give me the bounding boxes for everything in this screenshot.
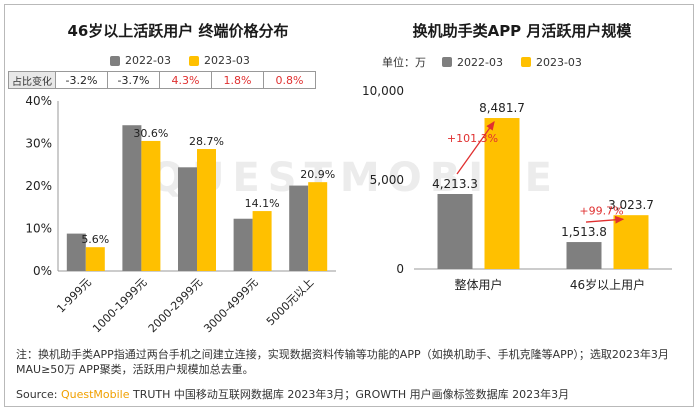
x-tick-label: 5000元以上 — [264, 276, 316, 328]
bar-2022-03 — [178, 167, 197, 271]
data-label: 14.1% — [245, 197, 280, 210]
legend-item-2023: 2023-03 — [520, 55, 582, 69]
bar-2022-03 — [122, 125, 142, 271]
data-label: 20.9% — [300, 168, 335, 181]
legend-swatch-2023 — [188, 55, 199, 66]
x-tick-label: 整体用户 — [454, 277, 502, 292]
share-change-cell: 0.8% — [263, 71, 316, 89]
y-tick-label: 10,000 — [362, 84, 404, 98]
legend-swatch-2022 — [110, 55, 120, 66]
y-tick-label: 0 — [396, 262, 404, 276]
share-change-cell: 1.8% — [211, 71, 264, 89]
bar-2022-03 — [233, 218, 253, 271]
data-label: 4,213.3 — [432, 177, 478, 191]
legend-label: 2023-03 — [203, 54, 250, 67]
bar-2023-03 — [85, 247, 105, 271]
legend-item-2022: 2022-03 — [442, 56, 503, 69]
growth-arrow — [456, 120, 495, 175]
data-label: 28.7% — [189, 135, 224, 148]
x-tick-label: 1-999元 — [54, 276, 94, 316]
bar-2022-03 — [66, 233, 86, 271]
x-tick-label: 2000-2999元 — [146, 276, 205, 335]
bar-2023-03 — [308, 182, 328, 271]
data-label: 3,023.7 — [608, 198, 654, 212]
y-tick-label: 0% — [33, 264, 52, 278]
bar-2023-03 — [252, 211, 272, 271]
left-legend: 2022-03 2023-03 — [110, 54, 268, 67]
bar-2022-03 — [437, 194, 473, 269]
share-change-table: 占比变化 -3.2% -3.7% 4.3% 1.8% 0.8% — [8, 71, 316, 89]
source-text: TRUTH 中国移动互联网数据库 2023年3月；GROWTH 用户画像标签数据… — [129, 388, 570, 401]
data-label: 30.6% — [133, 127, 168, 140]
data-label: 5.6% — [81, 233, 109, 246]
y-tick-label: 20% — [25, 179, 52, 193]
share-change-cell: 4.3% — [159, 71, 212, 89]
legend-item-2022: 2022-03 — [110, 54, 171, 67]
legend-swatch-2022 — [442, 57, 452, 67]
y-tick-label: 5,000 — [370, 173, 404, 187]
share-change-row: 占比变化 -3.2% -3.7% 4.3% 1.8% 0.8% — [8, 71, 316, 89]
share-change-header: 占比变化 — [8, 71, 56, 89]
right-chart-title: 换机助手类APP 月活跃用户规模 — [412, 22, 632, 40]
y-tick-label: 40% — [25, 94, 52, 108]
source-prefix: Source: — [16, 388, 61, 401]
legend-label: 2022-03 — [125, 54, 171, 67]
data-label: 8,481.7 — [479, 101, 525, 115]
growth-label: +101.3% — [447, 132, 498, 145]
growth-label: +99.7% — [579, 205, 623, 218]
source-line: Source: QuestMobile TRUTH 中国移动互联网数据库 202… — [16, 386, 569, 402]
bar-2022-03 — [566, 242, 602, 269]
x-tick-label: 3000-4999元 — [201, 276, 260, 335]
legend-label: 2022-03 — [457, 55, 503, 69]
y-tick-label: 10% — [25, 222, 52, 236]
legend-item-2023: 2023-03 — [188, 54, 250, 67]
legend-swatch-2023 — [520, 57, 531, 67]
share-change-cell: -3.2% — [55, 71, 108, 89]
bar-2023-03 — [197, 149, 216, 271]
footnote: 注：换机助手类APP指通过两台手机之间建立连接，实现数据资料传输等功能的APP（… — [16, 348, 669, 376]
bar-2023-03 — [613, 215, 649, 269]
right-legend: 单位：万 2022-03 2023-03 — [382, 54, 600, 70]
x-tick-label: 46岁以上用户 — [570, 277, 645, 292]
brand-name: QuestMobile — [60, 388, 130, 401]
x-tick-label: 1000-1999元 — [90, 276, 149, 335]
bar-2023-03 — [141, 140, 161, 271]
y-tick-label: 30% — [25, 137, 52, 151]
unit-label: 单位：万 — [382, 56, 426, 69]
bar-2023-03 — [484, 118, 520, 269]
left-chart-title: 46岁以上活跃用户 终端价格分布 — [67, 22, 289, 40]
legend-label: 2023-03 — [535, 55, 582, 69]
bar-2022-03 — [289, 185, 309, 271]
growth-arrow — [585, 215, 625, 224]
data-label: 1,513.8 — [561, 225, 607, 239]
